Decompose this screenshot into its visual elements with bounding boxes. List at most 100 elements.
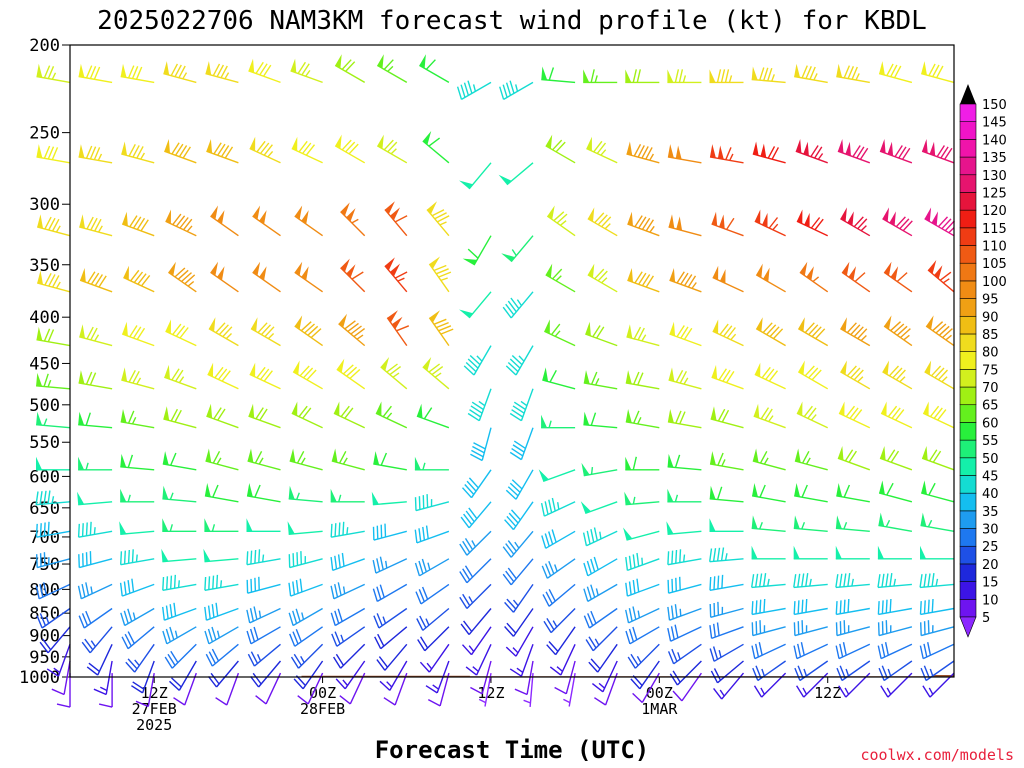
wind-barb [838,401,871,429]
x-tick-label: 2025 [136,716,172,734]
wind-barb [878,480,913,503]
colorbar-label: 85 [982,328,999,343]
wind-barb [380,357,408,390]
wind-barb [247,643,281,667]
wind-barb [794,448,828,471]
wind-barb [331,626,366,647]
wind-barb [509,644,534,677]
wind-barb [751,66,786,84]
wind-barb [626,324,660,347]
wind-barb [709,518,744,532]
y-tick-label: 1000 [19,668,60,688]
wind-barb [164,139,197,164]
wind-barb [502,558,534,586]
wind-barb [246,483,281,503]
wind-barb [877,598,913,616]
wind-barb [793,573,828,589]
wind-barb [35,521,71,538]
wind-barb [121,211,155,237]
wind-barb [549,644,576,676]
wind-barb [755,263,786,293]
wind-barb [81,626,113,654]
wind-barb [883,315,913,347]
colorbar-swatch [959,475,977,494]
wind-barb [384,257,408,293]
wind-barb [879,139,913,164]
wind-barb [246,576,281,594]
wind-barb [246,606,281,624]
wind-barb [46,644,71,677]
wind-barb [36,63,71,84]
colorbar-swatch [959,103,977,122]
y-tick-label: 600 [29,467,60,487]
wind-barb [120,409,155,429]
wind-barb [505,345,534,376]
wind-barb [376,643,408,671]
y-axis-ticks: 2002503003504004505005506006507007508008… [19,36,70,688]
wind-barb [36,372,71,390]
wind-barb [422,357,450,390]
colorbar-swatch [959,545,977,565]
wind-barb [585,626,618,652]
wind-barb [36,456,70,471]
wind-barb [119,578,155,597]
wind-barb [246,549,281,566]
wind-barb [206,139,239,164]
wind-barb [878,512,913,532]
wind-barb [924,360,955,390]
wind-barb [162,451,197,471]
colorbar-label: 95 [982,293,999,308]
wind-barb [541,558,576,579]
wind-barb [78,456,113,471]
wind-barb [428,256,452,293]
wind-barb [563,672,576,707]
wind-barb [667,643,702,665]
wind-barb [583,370,618,390]
wind-barb [538,469,576,483]
wind-barb [669,321,702,347]
wind-barb [709,643,744,662]
wind-barb [207,362,239,390]
wind-barb [835,642,871,660]
wind-barb [586,136,618,164]
wind-barb [459,530,492,556]
wind-barb [422,131,450,164]
wind-barb [428,310,454,347]
wind-barb [78,551,113,569]
wind-barb [837,446,871,471]
wind-barb [36,607,71,629]
wind-barb [51,660,71,696]
wind-barb [162,626,197,645]
wind-barb [338,313,366,347]
colorbar-swatch [959,599,977,618]
wind-barb [627,643,660,669]
wind-barb [252,261,281,293]
wind-barb [371,491,407,506]
wind-barb [877,545,912,560]
wind-barb [330,552,365,572]
wind-barb [120,453,155,471]
y-tick-label: 500 [29,396,60,416]
wind-barb [204,518,239,532]
wind-barb [580,501,618,515]
wind-barb [119,521,155,535]
wind-barb [751,545,786,560]
wind-barb [35,490,71,506]
wind-barb [712,319,744,347]
wind-barb [796,401,828,429]
wind-barb [709,144,744,164]
wind-barb [339,672,366,705]
y-tick-label: 800 [29,580,60,600]
wind-barb [252,205,281,237]
wind-barb [78,370,113,390]
wind-barb [587,207,618,237]
wind-barb [921,61,955,84]
wind-barb [164,364,197,390]
wind-barb [920,620,955,637]
colorbar-swatch [959,422,977,441]
wind-barb [835,545,870,560]
wind-barb [210,261,239,293]
wind-barb [583,69,618,84]
